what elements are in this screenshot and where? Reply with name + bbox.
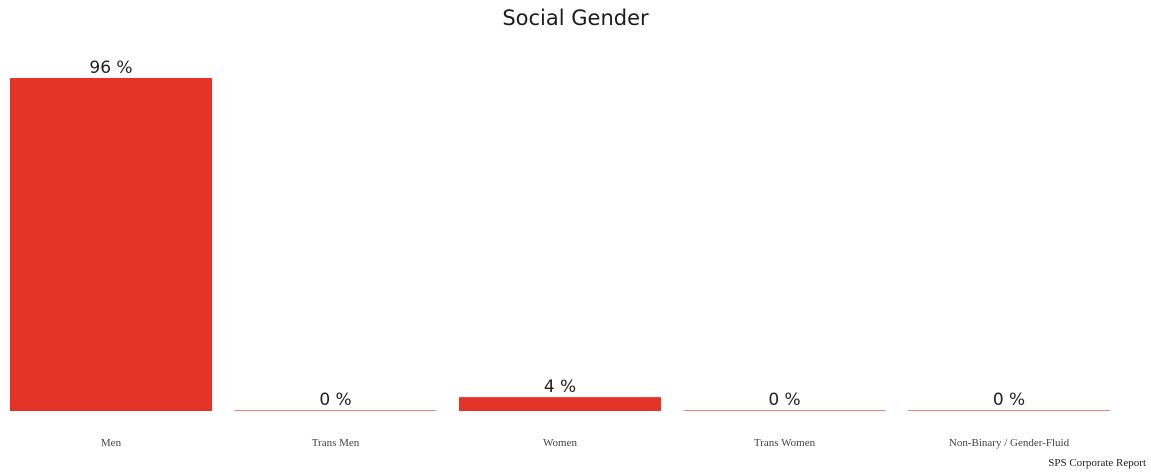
chart-title: Social Gender	[502, 6, 649, 30]
category-label: Trans Women	[754, 437, 816, 449]
value-label: 0 %	[993, 390, 1025, 410]
bar-women	[459, 397, 661, 411]
bar-trans-men	[234, 410, 437, 411]
bar-non-binary-gender-fluid	[908, 410, 1110, 411]
category-label: Non-Binary / Gender-Fluid	[949, 437, 1070, 449]
category-label: Women	[543, 437, 577, 449]
category-label: Trans Men	[312, 437, 360, 449]
value-label: 0 %	[768, 390, 800, 410]
value-label: 0 %	[319, 390, 351, 410]
value-label: 96 %	[89, 58, 132, 78]
bar-trans-women	[683, 410, 886, 411]
category-label: Men	[101, 437, 122, 449]
bar-men	[10, 78, 212, 411]
value-label: 4 %	[544, 377, 576, 397]
source-note: SPS Corporate Report	[1048, 457, 1146, 469]
